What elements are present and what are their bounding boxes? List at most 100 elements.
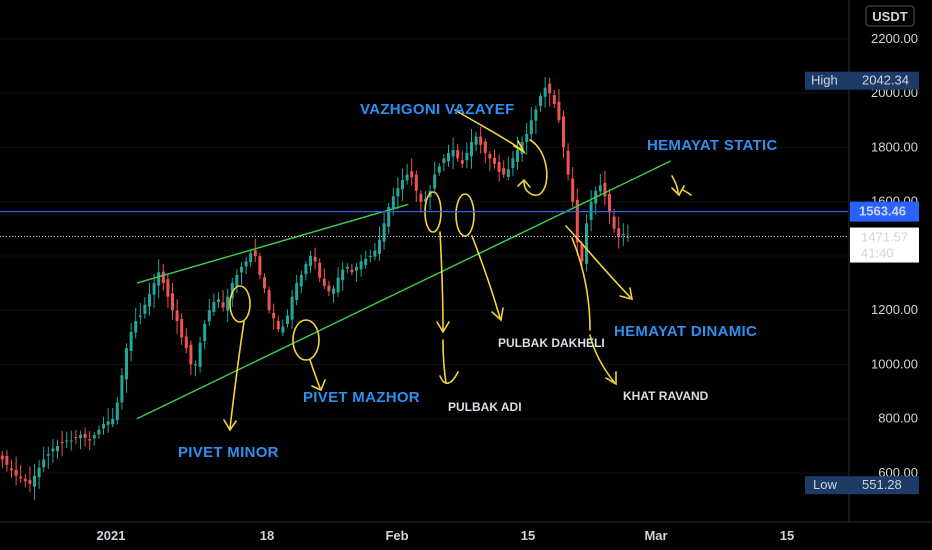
last-price-marker: 1471.57 41:40 [850, 227, 919, 263]
candle-body [299, 274, 303, 287]
candle-body [138, 315, 142, 318]
candle-body [263, 277, 266, 289]
candle-body [60, 441, 64, 444]
horizontal-line-value: 1563.46 [859, 204, 906, 219]
candle-body [405, 174, 409, 181]
candle-body [327, 285, 331, 292]
time-tick-15: 15 [521, 528, 535, 543]
candle-body [46, 454, 50, 456]
candle-body [180, 318, 184, 338]
high-label: High [811, 73, 838, 88]
candle-body [557, 101, 561, 121]
candle-body [295, 283, 299, 301]
candle-body [396, 188, 400, 197]
candle-body [456, 150, 460, 159]
candle-body [382, 223, 386, 242]
candle-body [111, 418, 115, 425]
candle-body [497, 161, 501, 172]
sketch-circle-pivet-minor [229, 285, 251, 323]
candle-body [171, 293, 174, 311]
candle-body [198, 342, 202, 367]
candle-body [19, 476, 23, 479]
candle-body [465, 152, 469, 161]
time-tick-mar: Mar [644, 528, 667, 543]
candle-body [525, 133, 529, 143]
candle-body [378, 239, 381, 254]
candle-body [552, 95, 556, 105]
last-price-marker-bg [850, 227, 919, 263]
candle-body [184, 336, 188, 349]
sketch-arrow-pulbak-adi [436, 231, 459, 384]
high-value: 2042.34 [862, 73, 909, 88]
candle-body [161, 271, 165, 284]
candle-body [433, 174, 437, 189]
candle-body [368, 255, 372, 257]
candle-body [83, 433, 87, 438]
candle-body [493, 157, 496, 164]
candle-body [355, 266, 358, 271]
candle-body [276, 321, 280, 330]
candle-body [391, 196, 395, 209]
low-marker: Low 551.28 [805, 476, 919, 495]
candle-body [516, 150, 519, 162]
candle-body [437, 166, 441, 173]
candle-body [74, 436, 78, 438]
last-price-value: 1471.57 [861, 230, 908, 245]
candle-body [281, 326, 285, 333]
candle-body [364, 258, 368, 266]
candle-body [414, 174, 418, 191]
candle-body [212, 302, 216, 312]
annotation-pulbak-dakheli: PULBAK DAKHELI [498, 336, 605, 350]
candle-body [28, 480, 32, 484]
candle-body [479, 136, 483, 145]
trendline[interactable] [136, 203, 409, 284]
candle-body [598, 185, 602, 192]
high-marker-bg [805, 71, 919, 90]
sketch-hook-vazhgoni [517, 139, 548, 197]
candle-body [143, 304, 147, 314]
candle-body [258, 256, 262, 275]
sketch-arrow-vazhgoni [454, 109, 527, 155]
candle-body [235, 274, 239, 287]
candle-body [88, 439, 92, 441]
annotation-hemayat-dinamic: HEMAYAT DINAMIC [614, 323, 757, 340]
candle-body [309, 255, 312, 267]
annotation-pulbak-adi: PULBAK ADI [448, 400, 522, 414]
price-tick-label: 800.00 [878, 411, 918, 426]
high-marker: High 2042.34 [805, 71, 919, 90]
candle-body [286, 315, 289, 324]
candle-body [203, 323, 207, 342]
time-tick-15-mar: 15 [780, 528, 794, 543]
sketch-arrow-pivet-minor [223, 321, 245, 432]
candle-body [562, 116, 565, 148]
sketch-arrow-hemayat-static [671, 175, 692, 197]
currency-button[interactable] [865, 5, 915, 27]
candle-body [359, 261, 363, 270]
candle-body [589, 201, 593, 220]
annotation-khat-ravand: KHAT RAVAND [623, 389, 709, 403]
candle-body [621, 234, 625, 236]
price-tick-label: 2200.00 [871, 31, 918, 46]
candle-body [460, 160, 464, 164]
candle-body [134, 321, 138, 333]
candle-body [240, 266, 243, 273]
candle-body [332, 288, 335, 294]
price-axis[interactable]: 600.00800.001000.001200.001400.001600.00… [805, 0, 919, 522]
candle-body [51, 448, 55, 452]
horizontal-line-marker-bg [850, 201, 919, 222]
candle-body [102, 424, 105, 429]
low-value: 551.28 [862, 477, 902, 492]
candle-body [529, 120, 533, 135]
annotation-vazhgoni-vazayef: VAZHGONI VAZAYEF [360, 101, 515, 118]
candle-body [10, 468, 13, 471]
time-axis[interactable]: 2021 18 Feb 15 Mar 15 [0, 521, 932, 543]
candle-body [244, 261, 248, 267]
candle-body [33, 475, 36, 487]
candle-body [217, 299, 220, 302]
price-tick-label: 1200.00 [871, 302, 918, 317]
candle-body [125, 348, 128, 380]
candle-body [37, 467, 41, 478]
trendline[interactable] [136, 160, 672, 420]
